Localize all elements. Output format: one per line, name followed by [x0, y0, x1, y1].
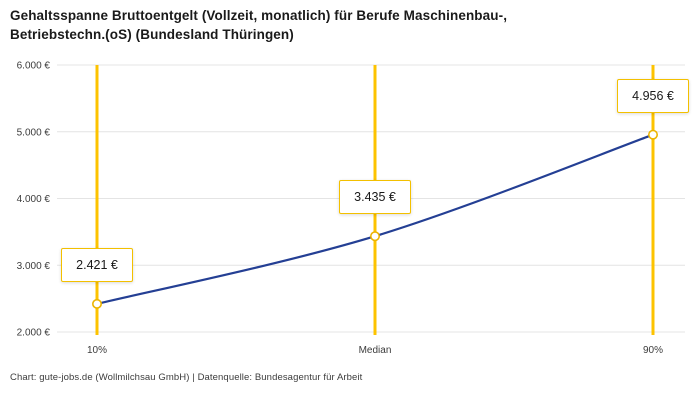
- value-label-box: 3.435 €: [339, 180, 411, 215]
- value-label-text: 2.421 €: [76, 257, 118, 272]
- data-point-marker: [369, 231, 380, 242]
- x-tick-label: Median: [359, 345, 392, 355]
- value-label-text: 4.956 €: [632, 88, 674, 103]
- x-tick-label: 90%: [643, 345, 663, 355]
- salary-range-line-chart: 2.000 € 3.000 € 4.000 € 5.000 € 6.000 € 10% Me…: [0, 55, 700, 355]
- chart-title: Gehaltsspanne Bruttoentgelt (Vollzeit, m…: [10, 6, 690, 44]
- chart-title-line2: Betriebstechn.(oS) (Bundesland Thüringen…: [10, 27, 294, 42]
- x-tick-label: 10%: [87, 345, 107, 355]
- y-tick-label: 4.000 €: [17, 194, 51, 205]
- value-label-box: 2.421 €: [61, 247, 133, 282]
- chart-source-caption: Chart: gute-jobs.de (Wollmilchsau GmbH) …: [10, 372, 363, 383]
- value-label-box: 4.956 €: [617, 78, 689, 113]
- value-label-text: 3.435 €: [354, 190, 396, 205]
- chart-title-line1: Gehaltsspanne Bruttoentgelt (Vollzeit, m…: [10, 8, 508, 23]
- y-tick-label: 3.000 €: [17, 261, 51, 272]
- y-tick-label: 6.000 €: [17, 61, 51, 72]
- data-point-marker: [647, 129, 658, 140]
- chart-svg: 2.000 € 3.000 € 4.000 € 5.000 € 6.000 € 10% Me…: [17, 61, 685, 355]
- y-tick-label: 5.000 €: [17, 127, 51, 138]
- data-point-marker: [92, 298, 103, 309]
- y-tick-label: 2.000 €: [17, 328, 51, 339]
